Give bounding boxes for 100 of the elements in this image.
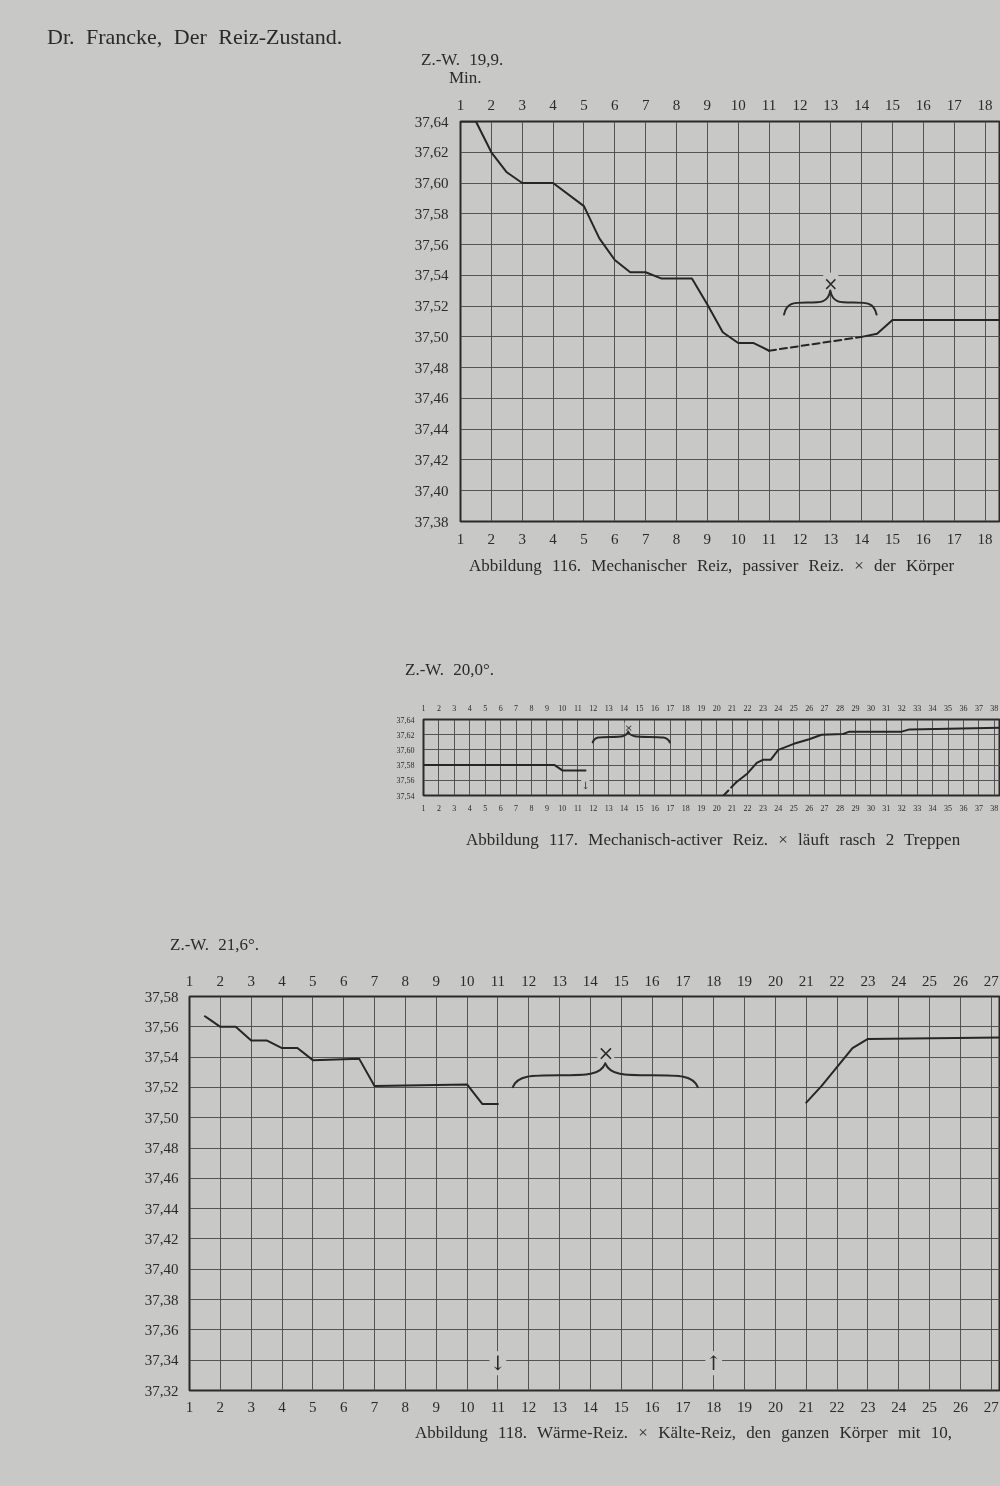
y-tick-label: 37,64	[396, 715, 415, 725]
x-tick-label: 25	[789, 703, 798, 713]
x-tick-label: 24	[774, 703, 783, 713]
x2-tick-label: 31	[882, 803, 891, 813]
x-tick-label: 8	[401, 972, 410, 989]
x2-tick-label: 6	[611, 530, 620, 547]
x2-tick-label: 14	[854, 530, 870, 547]
x2-tick-label: 19	[737, 1398, 753, 1415]
y-tick-label: 37,34	[144, 1352, 179, 1369]
x2-tick-label: 21	[728, 803, 737, 813]
y-tick-label: 37,42	[144, 1230, 179, 1247]
x-tick-label: 7	[641, 96, 650, 113]
x2-tick-label: 7	[641, 530, 650, 547]
x2-tick-label: 20	[712, 803, 721, 813]
x2-tick-label: 30	[866, 803, 875, 813]
x-tick-label: 5	[309, 972, 317, 989]
x-axis-title: Min.	[449, 68, 482, 87]
x-tick-label: 11	[490, 972, 506, 989]
x-tick-label: 12	[521, 972, 537, 989]
x-tick-label: 3	[518, 96, 526, 113]
y-tick-label: 37,52	[414, 298, 449, 315]
y-tick-label: 37,40	[144, 1261, 179, 1278]
x2-tick-label: 12	[792, 530, 808, 547]
x-tick-label: 22	[743, 703, 752, 713]
x2-tick-label: 6	[498, 803, 503, 813]
annotation: ×	[624, 722, 633, 734]
y-tick-label: 37,38	[144, 1291, 179, 1308]
x2-tick-label: 1	[185, 1398, 194, 1415]
x2-tick-label: 37	[974, 803, 983, 813]
x2-tick-label: 14	[582, 1398, 599, 1415]
x-tick-label: 35	[944, 703, 953, 713]
x-tick-label: 10	[459, 972, 475, 989]
x2-tick-label: 18	[681, 803, 690, 813]
x2-tick-label: 14	[620, 803, 629, 813]
x2-tick-label: 29	[851, 803, 860, 813]
chart-title: Z.-W. 20,0°.	[405, 660, 495, 680]
x-tick-label: 13	[823, 96, 839, 113]
x2-tick-label: 4	[549, 530, 558, 547]
x2-tick-label: 23	[860, 1398, 876, 1415]
x2-tick-label: 1	[456, 530, 465, 547]
x2-tick-label: 24	[774, 803, 783, 813]
x2-tick-label: 11	[761, 530, 777, 547]
x-tick-label: 28	[836, 703, 845, 713]
x2-tick-label: 5	[580, 530, 588, 547]
x-tick-label: 19	[737, 972, 753, 989]
x-tick-label: 6	[611, 96, 620, 113]
x-tick-label: 21	[798, 972, 814, 989]
y-tick-label: 37,38	[414, 513, 449, 530]
x-tick-label: 26	[805, 703, 814, 713]
x-tick-label: 17	[666, 703, 675, 713]
x-tick-label: 3	[247, 972, 255, 989]
x-tick-label: 18	[681, 703, 690, 713]
chart-subtitle: Z.-W. 19,9.	[421, 50, 504, 70]
x-tick-label: 17	[946, 96, 963, 113]
annotation: ×	[823, 272, 839, 294]
x-tick-label: 14	[854, 96, 870, 113]
x2-tick-label: 8	[529, 803, 534, 813]
x-tick-label: 33	[913, 703, 922, 713]
x2-tick-label: 4	[278, 1398, 287, 1415]
y-tick-label: 37,58	[414, 205, 449, 222]
x2-tick-label: 3	[518, 530, 526, 547]
y-tick-label: 37,46	[144, 1170, 179, 1187]
x2-tick-label: 13	[823, 530, 839, 547]
annotation: ↓	[581, 780, 590, 792]
x-tick-label: 22	[829, 972, 845, 989]
x2-tick-label: 32	[897, 803, 906, 813]
x2-tick-label: 17	[675, 1398, 691, 1415]
x2-tick-label: 23	[758, 803, 767, 813]
x-tick-label: 1	[421, 703, 426, 713]
x2-tick-label: 10	[459, 1398, 475, 1415]
x-tick-label: 31	[882, 703, 891, 713]
x-tick-label: 4	[467, 703, 472, 713]
line-series	[203, 1015, 499, 1106]
x-tick-label: 26	[952, 972, 969, 989]
y-tick-label: 37,58	[396, 761, 415, 771]
x2-tick-label: 6	[339, 1398, 348, 1415]
y-tick-label: 37,44	[414, 421, 449, 438]
x-tick-label: 24	[891, 972, 907, 989]
x2-tick-label: 19	[697, 803, 706, 813]
y-tick-label: 37,32	[144, 1382, 179, 1399]
x2-tick-label: 25	[789, 803, 798, 813]
x2-tick-label: 26	[952, 1398, 969, 1415]
x2-tick-label: 8	[672, 530, 681, 547]
x-tick-label: 17	[675, 972, 691, 989]
x-tick-label: 18	[977, 96, 993, 113]
y-tick-label: 37,40	[414, 482, 449, 499]
x-tick-label: 13	[604, 703, 613, 713]
x2-tick-label: 9	[432, 1398, 440, 1415]
x-tick-label: 15	[885, 96, 900, 113]
x-tick-label: 11	[761, 96, 777, 113]
x2-tick-label: 11	[573, 803, 582, 813]
x-tick-label: 29	[851, 703, 860, 713]
chart-title: Z.-W. 21,6°.	[170, 935, 260, 955]
y-tick-label: 37,62	[396, 730, 415, 740]
text: Abbildung 116. Mechanischer Reiz, passiver Reiz. × der Körper	[469, 556, 955, 576]
y-tick-label: 37,44	[144, 1200, 179, 1217]
x2-tick-label: 12	[521, 1398, 537, 1415]
x2-tick-label: 25	[922, 1398, 938, 1415]
x-tick-label: 12	[589, 703, 598, 713]
x-tick-label: 23	[860, 972, 876, 989]
